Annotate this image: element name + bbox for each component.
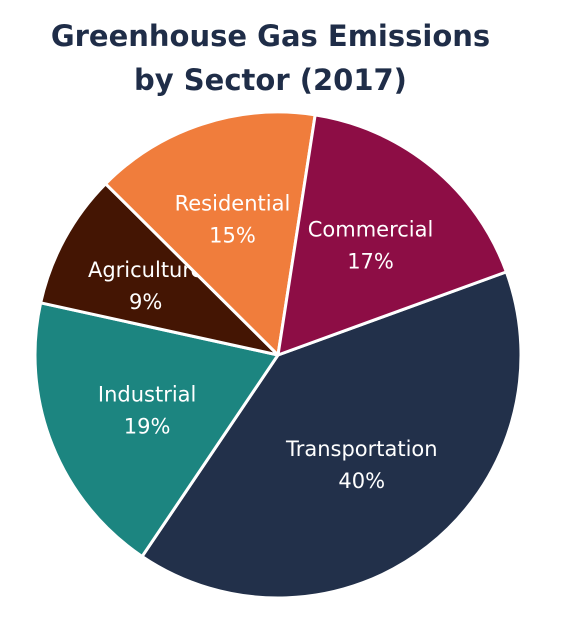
pie-slice-agriculture bbox=[39, 182, 280, 357]
slice-percent-commercial: 17% bbox=[347, 249, 394, 273]
pie-slice-transportation bbox=[140, 270, 523, 600]
chart-title-line-1: Greenhouse Gas Emissions bbox=[50, 19, 491, 53]
slice-percent-agriculture: 9% bbox=[129, 290, 162, 314]
chart-title: Greenhouse Gas Emissions by Sector (2017… bbox=[0, 14, 541, 102]
pie-slice-industrial bbox=[33, 301, 280, 558]
slice-label-residential: Residential bbox=[175, 191, 291, 215]
slice-percent-residential: 15% bbox=[209, 223, 256, 247]
slice-label-commercial: Commercial bbox=[308, 217, 434, 241]
slice-label-industrial: Industrial bbox=[98, 382, 197, 406]
pie-slice-commercial bbox=[276, 113, 508, 357]
slice-percent-transportation: 40% bbox=[338, 469, 385, 493]
pie-slice-residential bbox=[104, 110, 317, 357]
chart-title-line-2: by Sector (2017) bbox=[134, 63, 407, 97]
slice-label-transportation: Transportation bbox=[285, 437, 438, 461]
slice-percent-industrial: 19% bbox=[124, 414, 171, 438]
